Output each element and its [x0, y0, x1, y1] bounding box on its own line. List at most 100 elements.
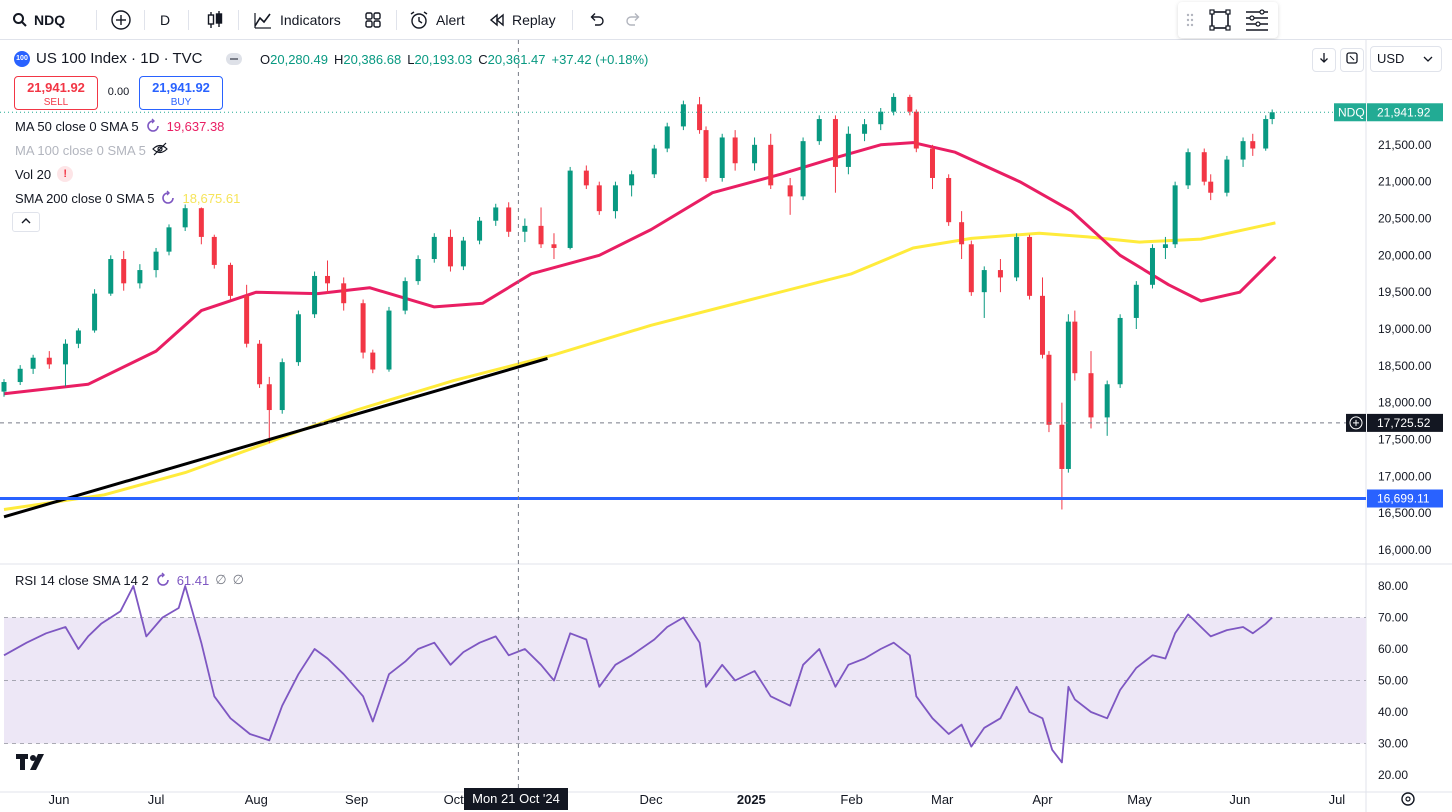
candle: [651, 144, 657, 178]
undo-button[interactable]: [582, 6, 610, 34]
tradingview-logo-icon[interactable]: [16, 754, 48, 778]
candle-body: [460, 240, 466, 267]
select-rectangle-icon[interactable]: [1208, 8, 1232, 37]
chart-type-button[interactable]: [200, 6, 230, 34]
hidden-eye-icon[interactable]: [151, 142, 168, 159]
time-axis[interactable]: Jun Jul Aug Sep Oct Dec 2025 Feb Mar Apr May Jun Jul: [49, 792, 1415, 807]
candle: [166, 224, 172, 256]
price-tick-label: 16,000.00: [1378, 543, 1432, 557]
candle: [92, 289, 98, 333]
candle: [752, 137, 758, 171]
indicators-button[interactable]: Indicators: [248, 6, 345, 34]
ma50-legend[interactable]: MA 50 close 0 SMA 5 19,637.38: [15, 118, 224, 134]
buy-label: BUY: [170, 97, 192, 108]
replay-button[interactable]: Replay: [484, 6, 560, 34]
rsi-legend-na: ∅: [232, 572, 244, 587]
crosshair-price-badge: [1367, 413, 1443, 432]
candle-body: [997, 270, 1003, 278]
drag-handle-icon[interactable]: [1186, 13, 1194, 32]
buy-button[interactable]: 21,941.92 BUY: [139, 76, 223, 110]
candle-body: [629, 174, 635, 186]
indicators-icon: [252, 9, 274, 31]
candle: [1, 379, 7, 397]
compare-symbol-button[interactable]: [106, 6, 136, 34]
rsi-tick-label: 70.00: [1378, 611, 1408, 625]
candle-body: [703, 130, 709, 178]
candle-body: [153, 251, 159, 271]
candle-body: [946, 177, 952, 223]
ohlc-close-value: 20,361.47: [487, 52, 546, 67]
chart-area[interactable]: 22,000.0021,500.0021,000.0020,500.0020,0…: [0, 40, 1452, 812]
settings-gear-icon[interactable]: [1401, 792, 1415, 806]
candle-body: [680, 104, 686, 127]
ohlc-close-key: C: [478, 52, 488, 67]
symbol-title[interactable]: 100 US 100 Index · 1D · TVC: [14, 50, 202, 67]
gear-ring: [1401, 792, 1415, 806]
ma100-legend[interactable]: MA 100 close 0 SMA 5: [15, 142, 168, 159]
ma100-legend-label: MA 100 close 0 SMA 5: [15, 143, 146, 158]
candle-body: [697, 104, 703, 131]
search-icon: [12, 12, 28, 28]
alert-button[interactable]: Alert: [404, 6, 469, 34]
sma200-legend-label: SMA 200 close 0 SMA 5: [15, 190, 155, 206]
candle: [732, 130, 738, 171]
rsi-band: [4, 617, 1366, 744]
rsi-legend[interactable]: RSI 14 close SMA 14 2 61.41 ∅ ∅: [15, 572, 244, 588]
time-tick-label: Jun: [49, 792, 70, 807]
sell-button[interactable]: 21,941.92 SELL: [14, 76, 98, 110]
candle-body: [341, 283, 347, 304]
candle-body: [1250, 141, 1256, 149]
ma50-legend-value: 19,637.38: [166, 118, 225, 134]
gear-hub: [1405, 796, 1411, 802]
templates-button[interactable]: [358, 6, 388, 34]
legend-toggle-button[interactable]: [12, 212, 40, 232]
candle: [551, 233, 557, 260]
candle: [845, 126, 851, 175]
candle: [1065, 314, 1071, 473]
candles-icon: [204, 9, 226, 31]
price-tick-label: 18,500.00: [1378, 359, 1432, 373]
replay-label: Replay: [512, 12, 556, 28]
scroll-to-latest-button[interactable]: [1312, 48, 1336, 72]
redo-button[interactable]: [620, 6, 648, 34]
collapse-legend-button[interactable]: [226, 53, 242, 65]
candle-body: [913, 111, 919, 149]
ohlc-high-value: 20,386.68: [343, 52, 402, 67]
candle-body: [1263, 119, 1269, 149]
last-price-badge: [1367, 103, 1443, 122]
candle-body: [907, 96, 913, 112]
candle-body: [182, 208, 188, 228]
candle: [1133, 281, 1139, 329]
settings-loading-icon: [160, 190, 176, 206]
symbol-logo-icon: 100: [14, 50, 30, 67]
volume-legend[interactable]: Vol 20 !: [15, 166, 74, 182]
ohlc-open-key: O: [260, 52, 271, 67]
ohlc-values: O20,280.49 H20,386.68 L20,193.03 C20,361…: [260, 52, 648, 67]
rsi-tick-label: 50.00: [1378, 674, 1408, 688]
candle: [929, 144, 935, 190]
maximize-chart-button[interactable]: [1340, 48, 1364, 72]
floating-toolbar: [1178, 2, 1278, 38]
sma200-legend[interactable]: SMA 200 close 0 SMA 5 18,675.61: [15, 190, 240, 206]
candle-body: [431, 236, 437, 260]
object-tree-icon[interactable]: [1244, 8, 1270, 37]
price-axis[interactable]: 22,000.0021,500.0021,000.0020,500.0020,0…: [1334, 101, 1443, 782]
candle: [447, 229, 453, 272]
candle-body: [1046, 354, 1052, 425]
add-alert-icon[interactable]: [1346, 413, 1366, 432]
chart-canvas[interactable]: 22,000.0021,500.0021,000.0020,500.0020,0…: [0, 40, 1452, 812]
interval-button[interactable]: D: [156, 6, 174, 34]
currency-select[interactable]: USD: [1370, 46, 1442, 72]
rsi-tick-label: 30.00: [1378, 737, 1408, 751]
symbol-search-button[interactable]: NDQ: [8, 6, 69, 34]
candle-body: [968, 244, 974, 293]
candle-body: [787, 185, 793, 197]
price-tick-label: 16,500.00: [1378, 506, 1432, 520]
drawings: [0, 40, 1366, 792]
last-price-symbol: NDQ: [1338, 105, 1365, 119]
candle: [768, 133, 774, 190]
rsi-legend-label: RSI 14 close SMA 14 2: [15, 572, 149, 588]
warning-icon[interactable]: !: [57, 166, 74, 182]
candle-body: [816, 119, 822, 142]
